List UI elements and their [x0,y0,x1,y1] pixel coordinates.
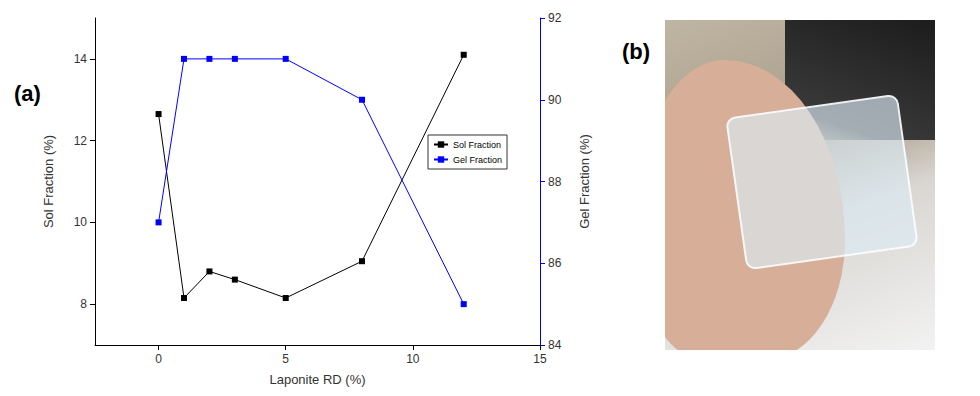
svg-text:5: 5 [282,352,289,366]
svg-text:86: 86 [548,256,562,270]
svg-text:Sol Fraction (%): Sol Fraction (%) [41,135,56,228]
svg-text:(a): (a) [14,81,41,106]
svg-text:14: 14 [74,52,88,66]
svg-text:Laponite RD (%): Laponite RD (%) [269,372,365,387]
svg-text:Sol Fraction: Sol Fraction [453,140,501,150]
svg-text:Gel Fraction: Gel Fraction [453,155,502,165]
svg-text:12: 12 [74,134,88,148]
svg-text:Gel Fraction (%): Gel Fraction (%) [577,134,592,229]
svg-text:88: 88 [548,175,562,189]
svg-text:0: 0 [155,352,162,366]
svg-text:10: 10 [74,215,88,229]
svg-text:90: 90 [548,93,562,107]
svg-text:15: 15 [533,352,547,366]
svg-text:(b): (b) [622,39,650,64]
svg-text:8: 8 [80,297,87,311]
svg-text:10: 10 [406,352,420,366]
svg-text:84: 84 [548,338,562,352]
svg-text:92: 92 [548,11,562,25]
